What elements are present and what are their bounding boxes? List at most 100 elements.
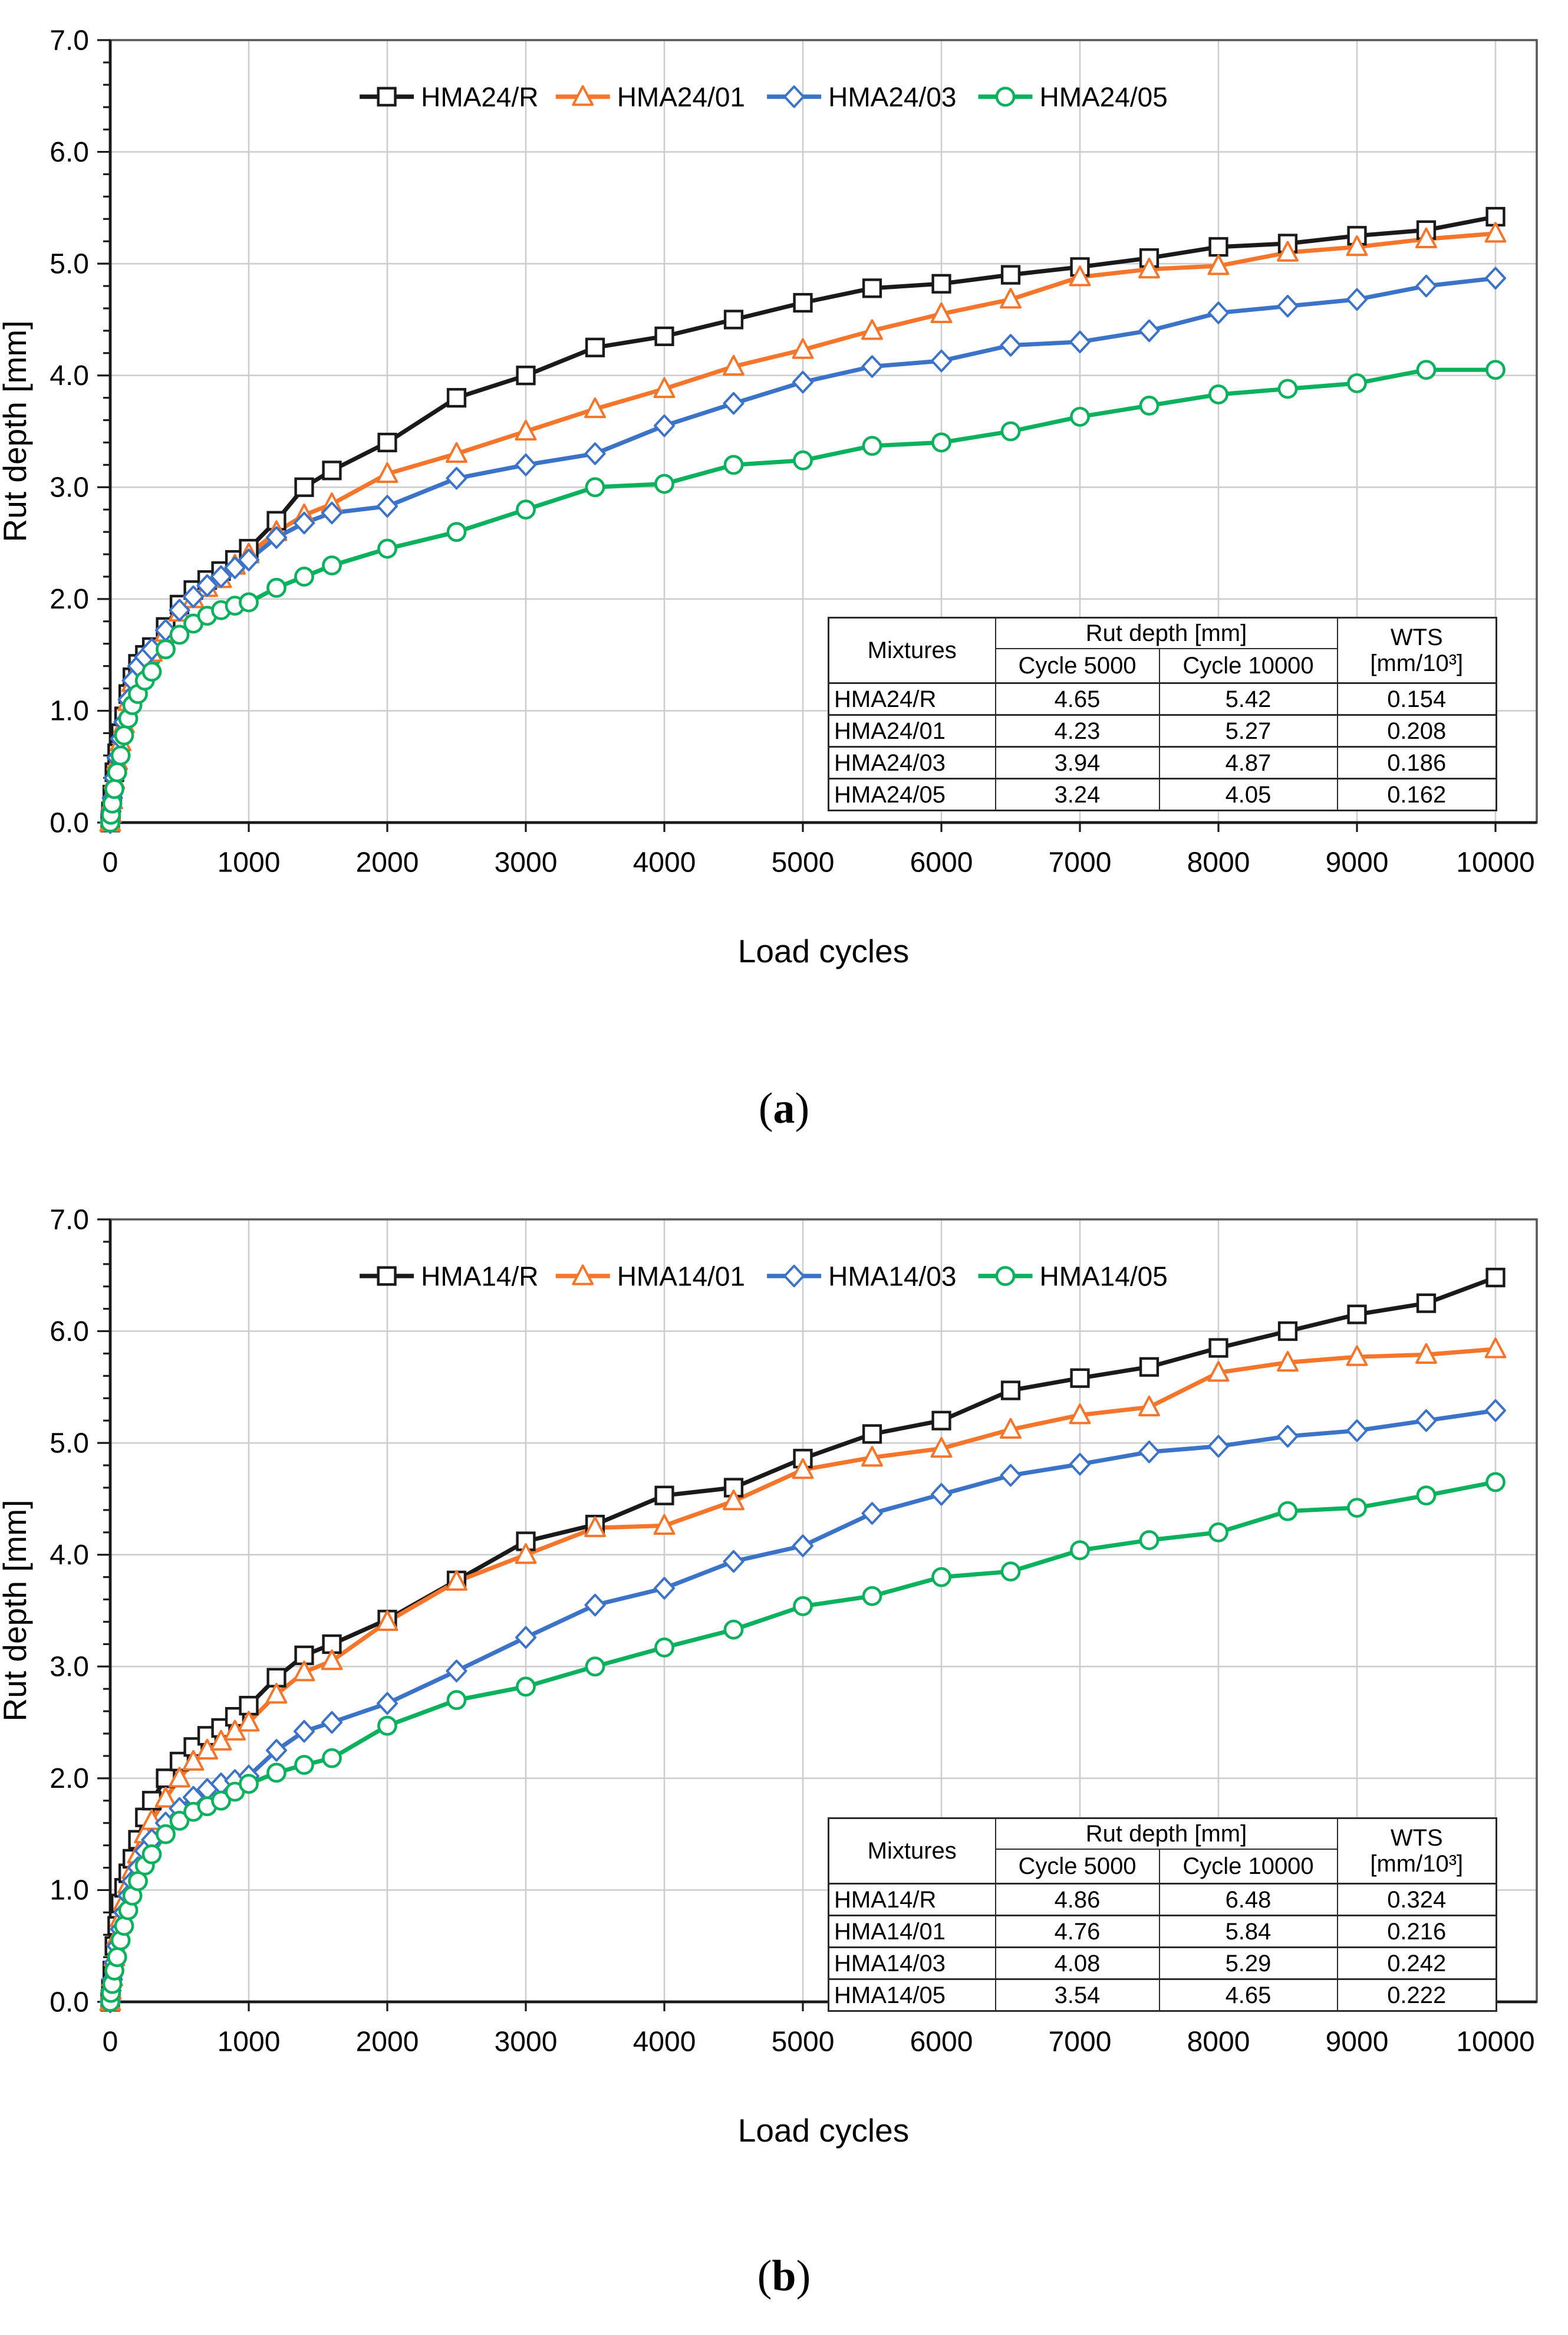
caption-a-open: ( <box>758 1084 773 1133</box>
marker-circle-HMA14/05 <box>446 1690 467 1711</box>
marker-circle-HMA24/05 <box>114 725 134 746</box>
marker-circle-HMA24/05 <box>294 567 314 587</box>
table-row: HMA24/01 4.23 5.27 0.208 <box>828 714 1497 747</box>
marker-circle-HMA14/05 <box>239 1774 259 1794</box>
y-tick-label: 5.0 <box>50 248 89 279</box>
x-tick-label: 6000 <box>910 2027 973 2058</box>
marker-circle-HMA24/05 <box>104 779 124 800</box>
legend-marker-diamond <box>783 85 805 108</box>
marker-diamond-HMA24/03 <box>931 349 952 373</box>
x-tick-label: 7000 <box>1049 2027 1112 2058</box>
marker-circle-HMA14/05 <box>793 1596 813 1616</box>
marker-circle-HMA14/05 <box>169 1810 190 1831</box>
marker-square-HMA14/R <box>1070 1368 1090 1388</box>
marker-diamond-HMA24/03 <box>1208 301 1229 324</box>
marker-triangle-HMA24/01 <box>1138 258 1160 279</box>
marker-circle-HMA24/05 <box>1347 373 1367 393</box>
mixtures-table-a: Mixtures Rut depth [mm] WTS [mm/10³] Cycle 5… <box>828 617 1497 811</box>
marker-diamond-HMA14/03 <box>584 1593 606 1617</box>
legend-marker-circle <box>995 87 1016 107</box>
marker-square-HMA14/R <box>1208 1338 1228 1358</box>
y-tick-label: 6.0 <box>50 1316 89 1347</box>
marker-circle-HMA24/05 <box>1277 379 1298 399</box>
x-tick-label: 8000 <box>1187 847 1250 879</box>
marker-square-HMA14/R <box>1000 1380 1021 1400</box>
table-cell-mixture: HMA14/01 <box>828 1915 996 1948</box>
marker-circle-HMA24/05 <box>1485 360 1506 380</box>
marker-diamond-HMA24/03 <box>183 585 204 609</box>
table-cell-value: 4.65 <box>1158 1978 1338 2011</box>
table-header-wts-unit: [mm/10³] <box>1370 650 1464 676</box>
y-tick-label: 2.0 <box>50 1763 89 1794</box>
legend-item-HMA24/03: HMA24/03 <box>767 82 956 113</box>
x-tick-label: 9000 <box>1326 847 1389 879</box>
marker-triangle-HMA14/01 <box>1138 1395 1160 1417</box>
marker-circle-HMA24/05 <box>377 538 397 559</box>
chart-b-block: 0.0 1.0 2.0 3.0 4.0 5.0 6.0 7.0 0 1000 2000 3000 400… <box>0 1179 1568 2217</box>
marker-diamond-HMA24/03 <box>1277 294 1299 318</box>
marker-square-HMA24/R <box>1416 220 1437 240</box>
marker-circle-HMA24/05 <box>446 522 467 542</box>
caption-b-letter: b <box>772 2251 796 2300</box>
x-tick-label: 3000 <box>495 2027 558 2058</box>
marker-diamond-HMA24/03 <box>196 574 218 597</box>
marker-square-HMA24/R <box>723 310 744 330</box>
marker-diamond-HMA14/03 <box>446 1659 467 1683</box>
legend-marker-square <box>377 87 397 107</box>
marker-triangle-HMA14/01 <box>265 1683 288 1704</box>
y-axis-title: Rut depth [mm] <box>0 1500 33 1722</box>
table-cell-value: 6.48 <box>1158 1883 1338 1916</box>
marker-circle-HMA24/05 <box>1000 421 1021 442</box>
marker-diamond-HMA14/03 <box>1208 1435 1229 1458</box>
marker-square-HMA24/R <box>1000 265 1021 285</box>
y-tick-label: 1.0 <box>50 696 89 727</box>
marker-triangle-HMA14/01 <box>238 1711 260 1732</box>
marker-circle-HMA24/05 <box>793 450 813 471</box>
caption-b-open: ( <box>757 2251 772 2300</box>
table-header-wts: WTS [mm/10³] <box>1336 1818 1497 1884</box>
x-tick-label: 1000 <box>218 847 281 879</box>
marker-triangle-HMA24/01 <box>1207 254 1230 275</box>
x-tick-label: 3000 <box>495 847 558 879</box>
table-header-wts: WTS [mm/10³] <box>1336 617 1497 683</box>
marker-circle-HMA24/05 <box>266 578 286 598</box>
table-header-cycle5000: Cycle 5000 <box>994 648 1159 683</box>
marker-diamond-HMA14/03 <box>266 1739 287 1762</box>
table-header-wts-unit: [mm/10³] <box>1370 1851 1464 1877</box>
y-tick-label: 0.0 <box>50 1987 89 2018</box>
marker-circle-HMA24/05 <box>1070 406 1090 427</box>
marker-circle-HMA24/05 <box>723 455 744 475</box>
marker-square-HMA24/R <box>294 477 314 497</box>
y-tick-label: 3.0 <box>50 1652 89 1683</box>
marker-diamond-HMA24/03 <box>1485 267 1506 290</box>
table-cell-mixture: HMA24/01 <box>828 714 996 747</box>
x-tick-label: 8000 <box>1187 2027 1250 2058</box>
table-row: HMA14/03 4.08 5.29 0.242 <box>828 1946 1497 1979</box>
marker-diamond-HMA14/03 <box>321 1711 342 1734</box>
table-cell-value: 4.08 <box>994 1946 1159 1979</box>
series-markers-a <box>99 206 1507 834</box>
marker-triangle-HMA24/01 <box>1484 222 1507 243</box>
marker-circle-HMA24/05 <box>1208 384 1228 404</box>
marker-square-HMA14/R <box>1416 1293 1437 1313</box>
marker-square-HMA14/R <box>1485 1267 1506 1288</box>
marker-triangle-HMA24/01 <box>1415 227 1437 249</box>
marker-circle-HMA24/05 <box>585 477 605 498</box>
legend-label: HMA24/03 <box>828 82 956 113</box>
table-row: HMA24/03 3.94 4.87 0.186 <box>828 746 1497 779</box>
x-tick-label: 10000 <box>1456 847 1534 879</box>
marker-diamond-HMA14/03 <box>1000 1464 1022 1487</box>
table-cell-value: 5.27 <box>1158 714 1338 747</box>
marker-square-HMA14/R <box>1139 1357 1159 1377</box>
x-tick-label: 5000 <box>772 847 835 879</box>
marker-triangle-HMA14/01 <box>584 1516 606 1537</box>
legend-item-HMA24/05: HMA24/05 <box>978 82 1168 113</box>
x-tick-label: 1000 <box>218 2027 281 2058</box>
table-cell-value: 0.216 <box>1336 1915 1497 1948</box>
marker-triangle-HMA14/01 <box>1484 1337 1507 1359</box>
marker-circle-HMA14/05 <box>266 1762 286 1783</box>
table-row: HMA24/R 4.65 5.42 0.154 <box>828 682 1497 715</box>
legend-label: HMA24/R <box>421 82 538 113</box>
marker-triangle-HMA14/01 <box>1346 1345 1368 1366</box>
legend-item-HMA14/R: HMA14/R <box>360 1261 538 1292</box>
